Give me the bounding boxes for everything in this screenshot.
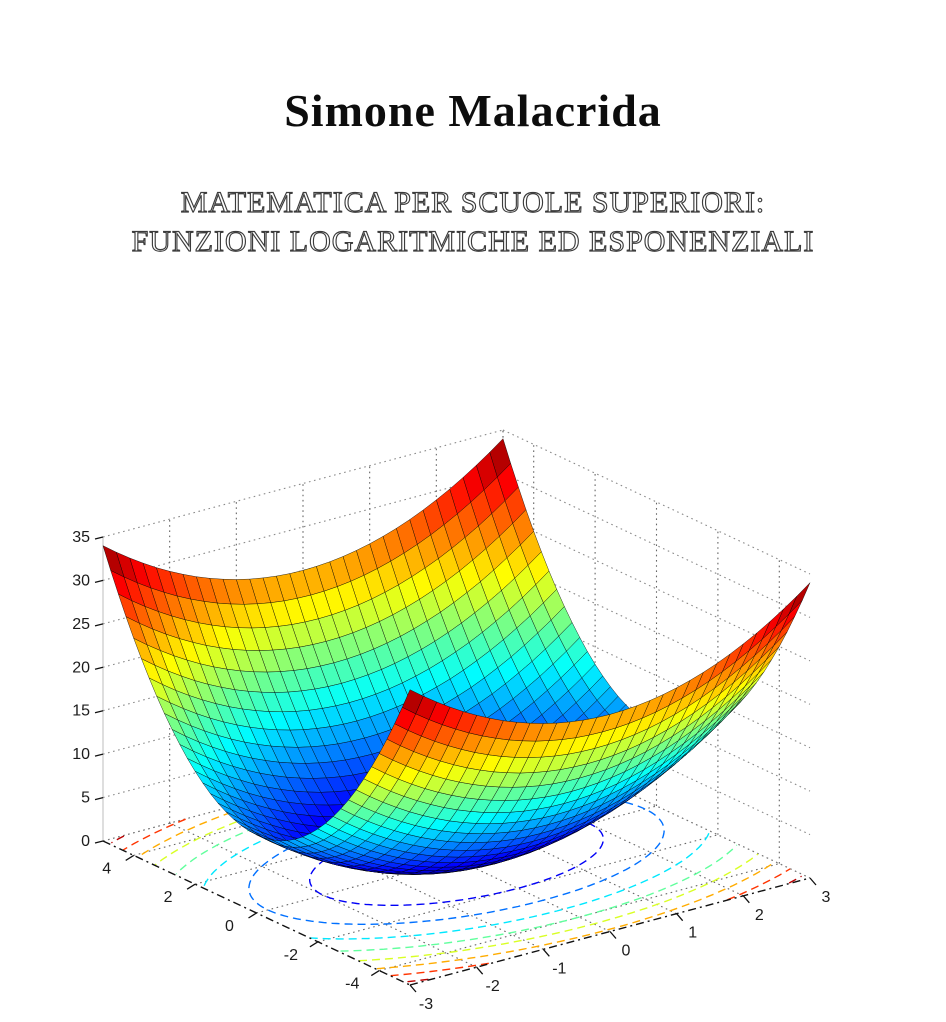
z-tick-label: 35 bbox=[72, 529, 90, 546]
floor-gridline-y bbox=[256, 805, 657, 914]
z-tick-mark bbox=[94, 666, 104, 670]
wall-gridline-z bbox=[102, 429, 504, 538]
y-tick-mark bbox=[309, 941, 319, 948]
x-tick-mark bbox=[409, 984, 417, 993]
book-title: MATEMATICA PER SCUOLE SUPERIORI: FUNZION… bbox=[0, 183, 946, 261]
book-title-line1: MATEMATICA PER SCUOLE SUPERIORI: bbox=[180, 185, 766, 219]
surface-face bbox=[788, 582, 811, 615]
x-tick-mark bbox=[676, 913, 684, 922]
z-tick-mark bbox=[94, 796, 104, 801]
z-tick-mark bbox=[94, 623, 104, 627]
author-name: Simone Malacrida bbox=[284, 85, 662, 136]
x-tick-label: -2 bbox=[486, 978, 500, 995]
y-tick-mark bbox=[248, 912, 257, 919]
x-tick-mark bbox=[809, 877, 817, 886]
x-tick-label: -3 bbox=[419, 996, 433, 1013]
book-title-line2: FUNZIONI LOGARITMICHE ED ESPONENZIALI bbox=[131, 224, 815, 258]
z-tick-label: 30 bbox=[72, 572, 90, 589]
x-tick-label: 0 bbox=[622, 943, 631, 960]
x-tick-mark bbox=[609, 931, 617, 939]
y-tick-label: 2 bbox=[164, 889, 173, 906]
z-tick-mark bbox=[94, 753, 104, 757]
z-tick-label: 20 bbox=[72, 659, 90, 676]
y-tick-label: 4 bbox=[102, 860, 111, 877]
y-tick-label: -4 bbox=[345, 976, 359, 993]
wall-gridline-z bbox=[102, 690, 504, 799]
floor-gridline-y bbox=[194, 776, 596, 885]
x-tick-label: -1 bbox=[552, 960, 566, 977]
z-tick-mark bbox=[94, 579, 104, 584]
x-tick-label: 3 bbox=[822, 889, 831, 906]
z-tick-label: 25 bbox=[72, 616, 90, 633]
y-tick-mark bbox=[186, 883, 196, 890]
y-tick-mark bbox=[125, 854, 135, 861]
contour-ring bbox=[111, 736, 802, 983]
z-tick-mark bbox=[94, 536, 104, 540]
z-tick-label: 15 bbox=[72, 703, 90, 720]
y-tick-label: -2 bbox=[284, 947, 298, 964]
y-tick-label: 0 bbox=[225, 918, 234, 935]
floor-gridline-y bbox=[379, 863, 780, 972]
z-tick-label: 0 bbox=[81, 833, 90, 850]
z-tick-mark bbox=[94, 840, 104, 844]
y-tick-mark bbox=[370, 970, 380, 977]
wall-gridline-z bbox=[102, 646, 504, 755]
x-tick-mark bbox=[742, 895, 750, 904]
z-tick-mark bbox=[94, 710, 104, 714]
x-tick-mark bbox=[542, 948, 550, 957]
x-tick-label: 2 bbox=[755, 907, 764, 924]
surface-face bbox=[401, 689, 424, 715]
x-tick-label: 1 bbox=[688, 925, 697, 942]
z-tick-label: 10 bbox=[72, 746, 90, 763]
x-tick-mark bbox=[476, 966, 484, 975]
z-tick-label: 5 bbox=[81, 790, 90, 807]
